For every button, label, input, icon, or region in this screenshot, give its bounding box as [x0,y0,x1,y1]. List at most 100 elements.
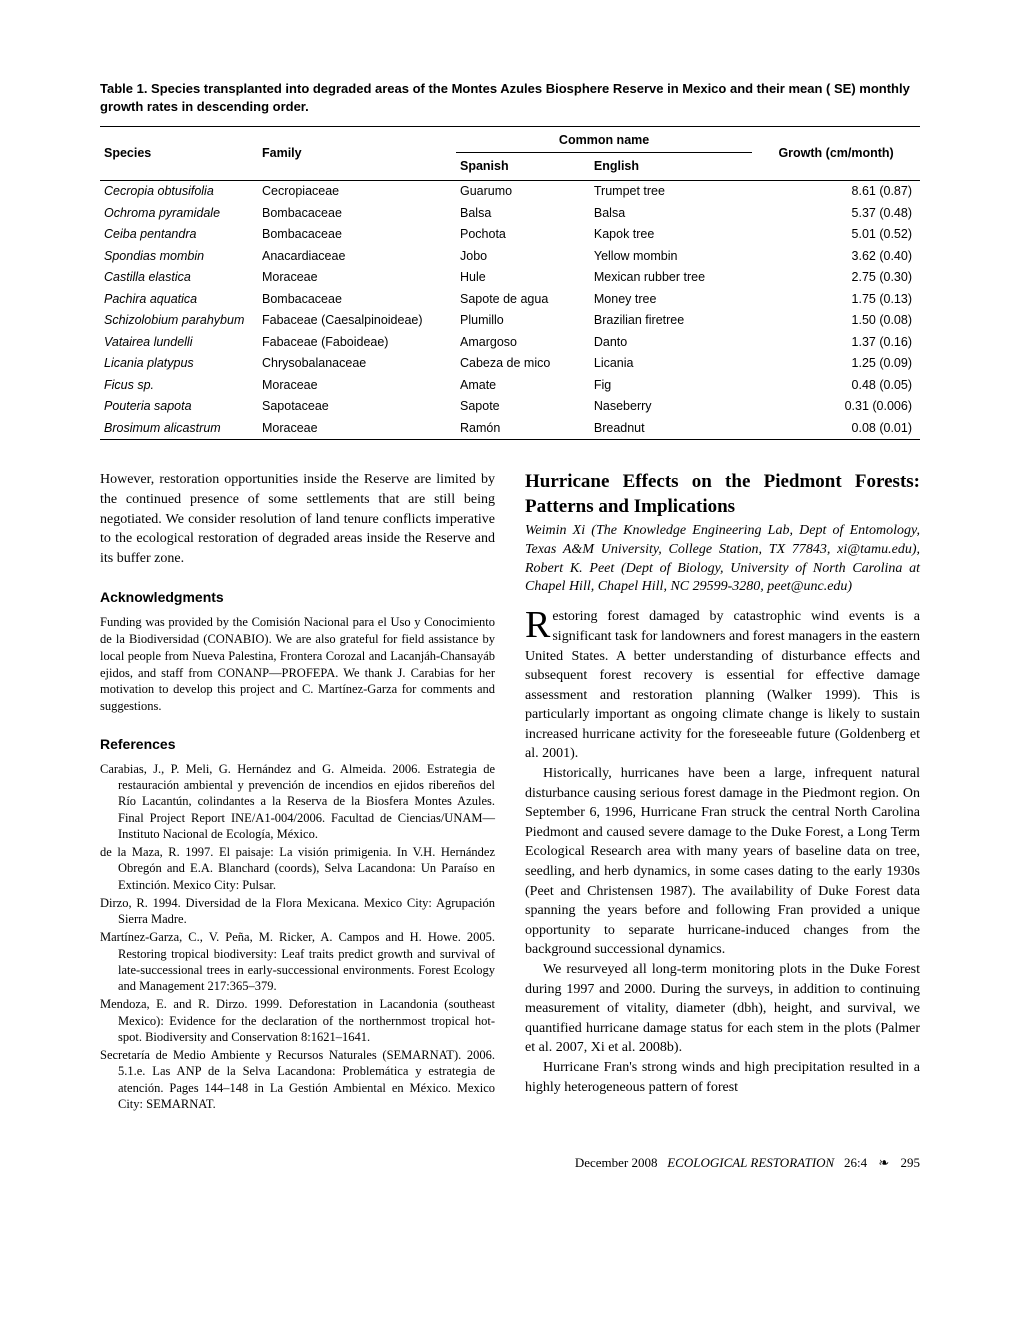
para1: Restoring forest damaged by catastrophic… [525,607,920,764]
cell-spanish: Ramón [456,418,590,440]
footer-page: 295 [901,1155,921,1170]
table-row: Cecropia obtusifoliaCecropiaceaeGuarumoT… [100,181,920,203]
cell-english: Naseberry [590,396,752,418]
table-row: Pachira aquaticaBombacaceaeSapote de agu… [100,289,920,311]
cell-english: Money tree [590,289,752,311]
col-species: Species [100,127,258,181]
cell-family: Sapotaceae [258,396,456,418]
reference-item: Dirzo, R. 1994. Diversidad de la Flora M… [100,895,495,928]
cell-family: Bombacaceae [258,224,456,246]
cell-english: Breadnut [590,418,752,440]
cell-spanish: Balsa [456,203,590,225]
cell-family: Fabaceae (Faboideae) [258,332,456,354]
cell-growth: 0.31 (0.006) [752,396,920,418]
cell-growth: 1.25 (0.09) [752,353,920,375]
table-caption: Table 1. Species transplanted into degra… [100,80,920,116]
cell-growth: 3.62 (0.40) [752,246,920,268]
reference-item: de la Maza, R. 1997. El paisaje: La visi… [100,844,495,893]
reference-item: Mendoza, E. and R. Dirzo. 1999. Deforest… [100,996,495,1045]
cell-species: Ochroma pyramidale [100,203,258,225]
table-row: Ochroma pyramidaleBombacaceaeBalsaBalsa5… [100,203,920,225]
left-column: However, restoration opportunities insid… [100,470,495,1114]
cell-growth: 1.50 (0.08) [752,310,920,332]
cell-growth: 0.48 (0.05) [752,375,920,397]
cell-species: Ficus sp. [100,375,258,397]
cell-species: Vatairea lundelli [100,332,258,354]
refs-list: Carabias, J., P. Meli, G. Hernández and … [100,761,495,1112]
cell-species: Pachira aquatica [100,289,258,311]
cell-family: Chrysobalanaceae [258,353,456,375]
cell-family: Fabaceae (Caesalpinoideae) [258,310,456,332]
cell-species: Spondias mombin [100,246,258,268]
cell-english: Brazilian firetree [590,310,752,332]
col-family: Family [258,127,456,181]
cell-spanish: Plumillo [456,310,590,332]
cell-species: Brosimum alicastrum [100,418,258,440]
cell-spanish: Pochota [456,224,590,246]
cell-growth: 5.37 (0.48) [752,203,920,225]
reference-item: Secretaría de Medio Ambiente y Recursos … [100,1047,495,1112]
cell-spanish: Jobo [456,246,590,268]
col-english: English [590,152,752,181]
cell-family: Moraceae [258,418,456,440]
table-row: Licania platypusChrysobalanaceaeCabeza d… [100,353,920,375]
table-row: Brosimum alicastrumMoraceaeRamónBreadnut… [100,418,920,440]
dropcap: R [525,607,552,641]
cell-spanish: Amargoso [456,332,590,354]
cell-english: Balsa [590,203,752,225]
para1-text: estoring forest damaged by catastrophic … [525,609,920,761]
footer-date: December 2008 [575,1155,658,1170]
cell-english: Licania [590,353,752,375]
cell-family: Anacardiaceae [258,246,456,268]
page-footer: December 2008 ECOLOGICAL RESTORATION 26:… [100,1154,920,1172]
cell-spanish: Sapote de agua [456,289,590,311]
cell-species: Cecropia obtusifolia [100,181,258,203]
cell-growth: 1.75 (0.13) [752,289,920,311]
refs-heading: References [100,735,495,755]
cell-spanish: Guarumo [456,181,590,203]
leaf-icon: ❧ [878,1154,889,1172]
reference-item: Carabias, J., P. Meli, G. Hernández and … [100,761,495,842]
cell-english: Mexican rubber tree [590,267,752,289]
cell-species: Ceiba pentandra [100,224,258,246]
para3: We resurveyed all long-term monitoring p… [525,960,920,1058]
table-row: Spondias mombinAnacardiaceaeJoboYellow m… [100,246,920,268]
cell-species: Licania platypus [100,353,258,375]
para4: Hurricane Fran's strong winds and high p… [525,1058,920,1097]
table-row: Schizolobium parahybumFabaceae (Caesalpi… [100,310,920,332]
cell-species: Schizolobium parahybum [100,310,258,332]
col-growth: Growth (cm/month) [752,127,920,181]
cell-species: Pouteria sapota [100,396,258,418]
ack-heading: Acknowledgments [100,588,495,608]
ack-text: Funding was provided by the Comisión Nac… [100,614,495,715]
cell-spanish: Sapote [456,396,590,418]
article-title: Hurricane Effects on the Piedmont Forest… [525,470,920,519]
table-row: Vatairea lundelliFabaceae (Faboideae)Ama… [100,332,920,354]
col-spanish: Spanish [456,152,590,181]
reference-item: Martínez-Garza, C., V. Peña, M. Ricker, … [100,929,495,994]
table-row: Castilla elasticaMoraceaeHuleMexican rub… [100,267,920,289]
cell-spanish: Cabeza de mico [456,353,590,375]
para2: Historically, hurricanes have been a lar… [525,764,920,960]
table-row: Ficus sp.MoraceaeAmateFig0.48 (0.05) [100,375,920,397]
cell-family: Bombacaceae [258,289,456,311]
cell-species: Castilla elastica [100,267,258,289]
species-table: Species Family Common name Growth (cm/mo… [100,126,920,440]
table-row: Ceiba pentandraBombacaceaePochotaKapok t… [100,224,920,246]
cell-english: Fig [590,375,752,397]
cell-english: Kapok tree [590,224,752,246]
cell-spanish: Hule [456,267,590,289]
cell-growth: 5.01 (0.52) [752,224,920,246]
footer-issue: 26:4 [844,1155,867,1170]
cell-family: Moraceae [258,267,456,289]
col-common-name: Common name [456,127,752,153]
cell-spanish: Amate [456,375,590,397]
cell-growth: 2.75 (0.30) [752,267,920,289]
cell-family: Moraceae [258,375,456,397]
cell-family: Bombacaceae [258,203,456,225]
cell-growth: 1.37 (0.16) [752,332,920,354]
cell-growth: 8.61 (0.87) [752,181,920,203]
cell-family: Cecropiaceae [258,181,456,203]
cell-english: Trumpet tree [590,181,752,203]
cell-growth: 0.08 (0.01) [752,418,920,440]
